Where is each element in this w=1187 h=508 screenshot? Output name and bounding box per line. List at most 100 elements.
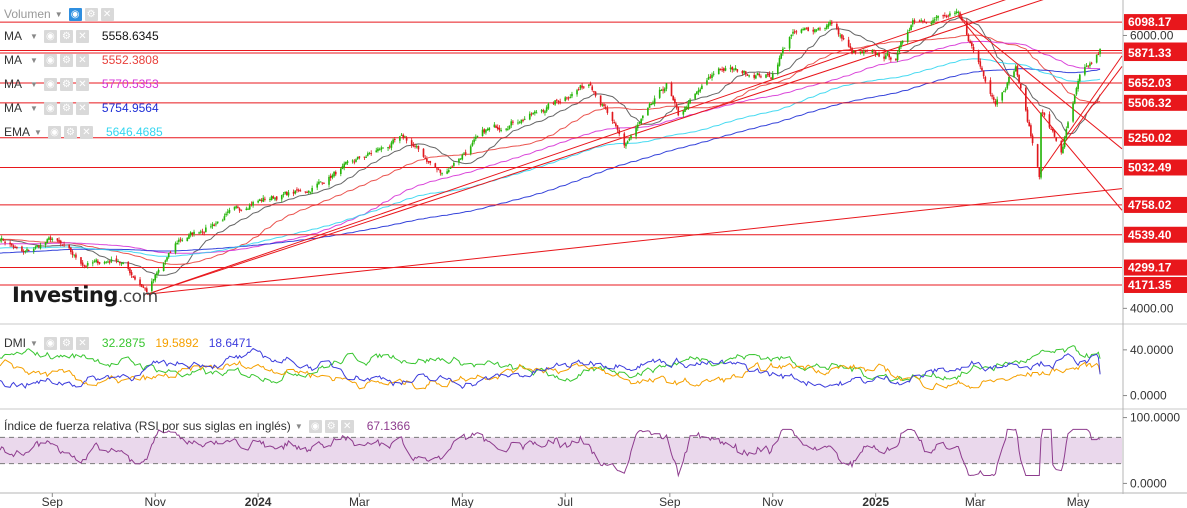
caret-down-icon[interactable]: ▼	[30, 79, 38, 89]
close-icon[interactable]: ✕	[75, 336, 89, 350]
candle	[292, 191, 295, 194]
candle	[960, 16, 963, 21]
candle	[908, 30, 911, 32]
caret-down-icon[interactable]: ▼	[30, 338, 38, 348]
legend-value: 67.1366	[366, 419, 411, 433]
close-icon[interactable]: ✕	[340, 419, 354, 433]
candle	[191, 232, 194, 235]
candle	[505, 128, 507, 130]
candle	[198, 232, 200, 234]
candle	[642, 115, 644, 119]
candle	[599, 95, 602, 106]
close-icon[interactable]: ✕	[100, 7, 114, 21]
candle	[803, 28, 806, 30]
caret-down-icon[interactable]: ▼	[54, 9, 63, 19]
caret-down-icon[interactable]: ▼	[34, 127, 42, 137]
close-icon[interactable]: ✕	[75, 101, 89, 115]
candle	[871, 50, 874, 53]
candle	[636, 124, 639, 129]
gear-icon[interactable]: ⚙	[59, 77, 73, 91]
candle	[957, 11, 960, 13]
candle	[127, 261, 130, 269]
candle	[181, 239, 184, 241]
rsi-tick-label: 100.0000	[1130, 411, 1180, 425]
candle	[896, 52, 899, 61]
level-label: 5032.49	[1128, 160, 1172, 174]
candle	[1026, 109, 1029, 122]
legend-ma-3[interactable]: MA ▼ ◉ ⚙ ✕ 5770.5353	[4, 75, 159, 93]
visibility-icon[interactable]: ◉	[308, 419, 322, 433]
caret-down-icon[interactable]: ▼	[30, 55, 38, 65]
close-icon[interactable]: ✕	[79, 125, 93, 139]
close-icon[interactable]: ✕	[75, 77, 89, 91]
gear-icon[interactable]: ⚙	[59, 336, 73, 350]
candle	[744, 71, 747, 75]
candle	[1030, 125, 1032, 137]
legend-value: 5770.5353	[101, 77, 159, 91]
candle	[992, 97, 995, 101]
gear-icon[interactable]: ⚙	[59, 101, 73, 115]
candle	[662, 89, 664, 91]
candle	[814, 29, 816, 32]
candle	[760, 76, 762, 78]
legend-name: MA	[4, 77, 22, 91]
candle	[351, 160, 354, 162]
candle	[26, 249, 28, 251]
candle	[260, 199, 263, 201]
level-label: 5506.32	[1128, 96, 1172, 110]
level-label: 4539.40	[1128, 228, 1172, 242]
gear-icon[interactable]: ⚙	[84, 7, 98, 21]
grid	[0, 0, 1187, 494]
legend-dmi[interactable]: DMI ▼ ◉ ⚙ ✕ 32.2875 19.5892 18.6471	[4, 334, 252, 352]
candle	[211, 224, 214, 227]
legend-ma-1[interactable]: MA ▼ ◉ ⚙ ✕ 5558.6345	[4, 27, 159, 45]
visibility-icon[interactable]: ◉	[43, 77, 57, 91]
time-tick-label: Jul	[558, 495, 573, 508]
candle	[237, 206, 239, 209]
candle	[22, 250, 25, 252]
legend-ema[interactable]: EMA ▼ ◉ ⚙ ✕ 5646.4685	[4, 123, 163, 141]
candle	[156, 272, 158, 276]
candle	[139, 279, 141, 285]
close-icon[interactable]: ✕	[75, 29, 89, 43]
candle	[1089, 63, 1091, 67]
caret-down-icon[interactable]: ▼	[30, 31, 38, 41]
gear-icon[interactable]: ⚙	[59, 53, 73, 67]
legend-volume[interactable]: Volumen ▼ ◉ ⚙ ✕	[4, 5, 117, 23]
visibility-icon[interactable]: ◉	[43, 101, 57, 115]
gear-icon[interactable]: ⚙	[324, 419, 338, 433]
legend-ma-4[interactable]: MA ▼ ◉ ⚙ ✕ 5754.9564	[4, 99, 159, 117]
candle	[841, 34, 843, 39]
close-icon[interactable]: ✕	[75, 53, 89, 67]
legend-name: MA	[4, 53, 22, 67]
candle	[414, 145, 416, 147]
candle	[375, 150, 378, 153]
visibility-icon[interactable]: ◉	[43, 53, 57, 67]
gear-icon[interactable]: ⚙	[59, 29, 73, 43]
visibility-icon[interactable]: ◉	[68, 7, 82, 21]
legend-ma-2[interactable]: MA ▼ ◉ ⚙ ✕ 5552.3808	[4, 51, 159, 69]
gear-icon[interactable]: ⚙	[63, 125, 77, 139]
caret-down-icon[interactable]: ▼	[30, 103, 38, 113]
candle	[122, 262, 124, 264]
candle	[623, 133, 626, 146]
candle	[210, 226, 212, 228]
visibility-icon[interactable]: ◉	[43, 29, 57, 43]
candle	[439, 169, 442, 173]
caret-down-icon[interactable]: ▼	[294, 421, 303, 431]
candle	[581, 85, 583, 88]
visibility-icon[interactable]: ◉	[47, 125, 61, 139]
candle	[16, 247, 18, 249]
time-tick-label: Nov	[145, 495, 166, 508]
ma-line	[0, 17, 1101, 276]
candle	[640, 119, 642, 124]
candle	[847, 39, 850, 47]
candle	[530, 113, 533, 115]
time-tick-label: Sep	[659, 495, 681, 508]
trend-line	[146, 0, 1044, 295]
legend-rsi[interactable]: Índice de fuerza relativa (RSI por sus s…	[4, 417, 410, 435]
candle	[80, 257, 82, 264]
candle	[426, 158, 428, 162]
visibility-icon[interactable]: ◉	[43, 336, 57, 350]
